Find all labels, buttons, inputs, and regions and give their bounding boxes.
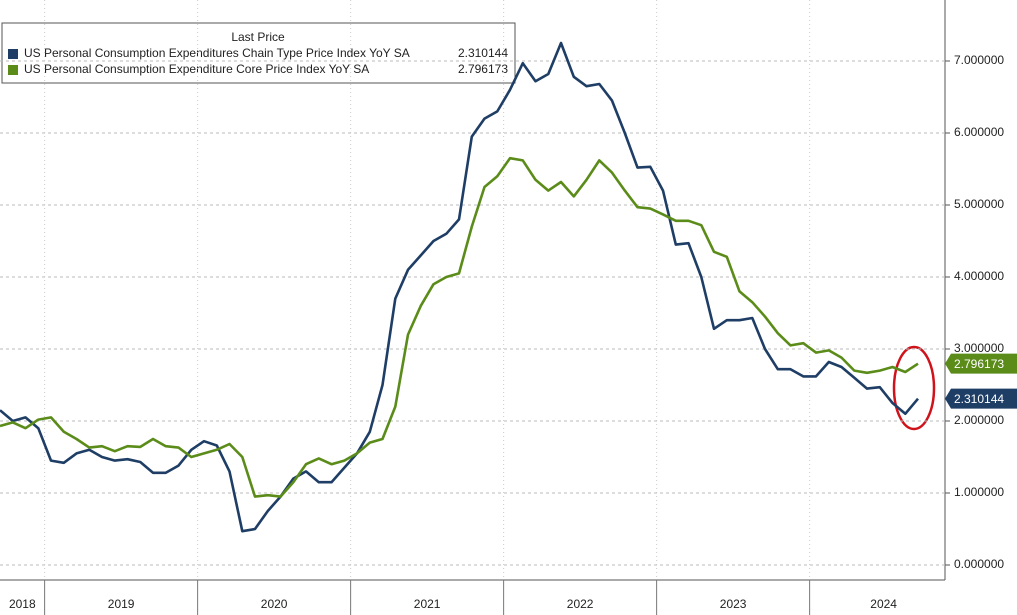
series-line (0, 41, 919, 533)
x-tick-label: 2020 (261, 597, 288, 611)
x-tick-label: 2018 (9, 597, 36, 611)
legend-swatch (8, 65, 18, 75)
last-value-tag (945, 353, 1017, 374)
legend-label: US Personal Consumption Expenditures Cha… (24, 46, 410, 60)
legend-swatch (8, 49, 18, 59)
x-tick-label: 2022 (567, 597, 594, 611)
legend-label: US Personal Consumption Expenditure Core… (24, 62, 369, 76)
y-tick-label: 5.000000 (954, 197, 1004, 211)
y-tick-label: 1.000000 (954, 485, 1004, 499)
y-tick-label: 6.000000 (954, 125, 1004, 139)
legend-title: Last Price (231, 30, 285, 44)
last-value-label: 2.310144 (954, 392, 1004, 406)
highlight-ellipse (892, 345, 936, 431)
legend-value: 2.310144 (458, 46, 508, 60)
last-value-label: 2.796173 (954, 357, 1004, 371)
y-tick-label: 3.000000 (954, 341, 1004, 355)
y-tick-label: 4.000000 (954, 269, 1004, 283)
legend-box (1, 22, 516, 84)
x-tick-label: 2021 (414, 597, 441, 611)
series-line (0, 156, 919, 498)
last-value-tag (945, 388, 1017, 409)
y-tick-label: 2.000000 (954, 413, 1004, 427)
x-tick-label: 2024 (870, 597, 897, 611)
x-tick-label: 2019 (108, 597, 135, 611)
legend: Last Price US Personal Consumption Expen… (1, 22, 516, 84)
legend-value: 2.796173 (458, 62, 508, 76)
x-tick-label: 2023 (720, 597, 747, 611)
y-tick-label: 0.000000 (954, 557, 1004, 571)
y-tick-label: 7.000000 (954, 53, 1004, 67)
